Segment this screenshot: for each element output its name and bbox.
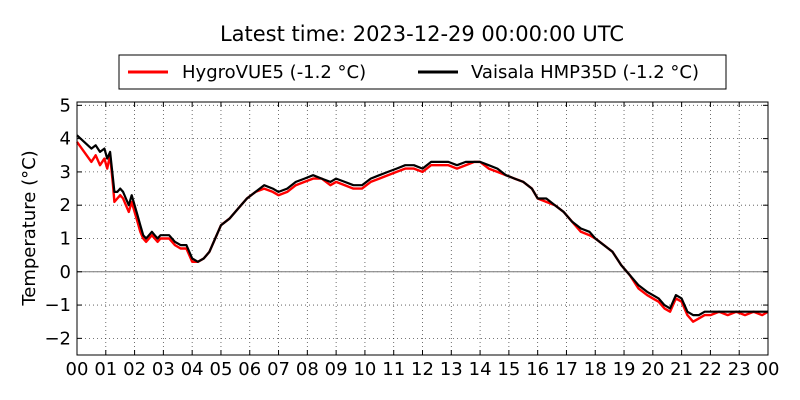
x-tick-label: 04: [181, 359, 204, 380]
x-tick-label: 12: [411, 359, 434, 380]
x-tick-label: 07: [267, 359, 290, 380]
x-tick-label: 23: [728, 359, 751, 380]
x-tick-label: 06: [238, 359, 261, 380]
x-tick-label: 03: [152, 359, 175, 380]
x-tick-label: 20: [641, 359, 664, 380]
y-tick-label: 5: [60, 95, 71, 116]
y-tick-label: 2: [60, 195, 71, 216]
legend: HygroVUE5 (-1.2 °C) Vaisala HMP35D (-1.2…: [118, 54, 727, 90]
x-tick-label: 05: [210, 359, 233, 380]
series-line-hygrovue5: [76, 141, 769, 323]
x-tick-label: 19: [613, 359, 636, 380]
y-axis-label: Temperature (°C): [19, 150, 40, 306]
y-tick-label: −1: [44, 295, 71, 316]
x-tick-label: 09: [325, 359, 348, 380]
y-tick-label: 0: [60, 262, 71, 283]
plot-area: 00 01 02 03 04 05 06 07 08 09 10 11 12 13 14 15 16 17 18 19…: [44, 95, 779, 380]
x-tick-label: 13: [440, 359, 463, 380]
x-tick-label: 21: [670, 359, 693, 380]
y-tick-label: 4: [60, 129, 71, 150]
x-tick-label: 18: [584, 359, 607, 380]
y-tick-label: 3: [60, 162, 71, 183]
x-tick-label: 15: [497, 359, 520, 380]
legend-label-hygrovue5: HygroVUE5 (-1.2 °C): [182, 62, 366, 83]
x-tick-label: 10: [353, 359, 376, 380]
series-line-vaisala: [76, 134, 768, 317]
x-tick-label: 00: [757, 359, 780, 380]
x-tick-label: 02: [123, 359, 146, 380]
x-tick-label: 11: [382, 359, 405, 380]
x-tick-label: 00: [66, 359, 89, 380]
x-tick-label: 01: [94, 359, 117, 380]
x-tick-label: 16: [526, 359, 549, 380]
y-tick-label: 1: [60, 228, 71, 249]
legend-label-vaisala: Vaisala HMP35D (-1.2 °C): [471, 62, 699, 83]
y-tick-label: −2: [44, 328, 71, 349]
x-tick-label: 22: [699, 359, 722, 380]
x-tick-label: 08: [296, 359, 319, 380]
plot-frame: [76, 101, 769, 356]
x-tick-label: 14: [469, 359, 492, 380]
chart-title: Latest time: 2023-12-29 00:00:00 UTC: [220, 22, 624, 46]
x-tick-label: 17: [555, 359, 578, 380]
